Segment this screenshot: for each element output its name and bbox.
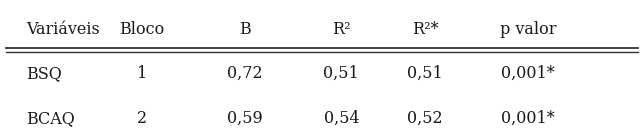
Text: Variáveis: Variáveis [26,21,100,38]
Text: 0,001*: 0,001* [501,110,555,127]
Text: 0,52: 0,52 [407,110,443,127]
Text: 0,51: 0,51 [323,65,359,82]
Text: BSQ: BSQ [26,65,62,82]
Text: 2: 2 [137,110,147,127]
Text: 0,59: 0,59 [227,110,263,127]
Text: p valor: p valor [500,21,556,38]
Text: 0,54: 0,54 [323,110,359,127]
Text: 0,72: 0,72 [227,65,263,82]
Text: R²: R² [332,21,350,38]
Text: B: B [239,21,251,38]
Text: Bloco: Bloco [119,21,164,38]
Text: 0,001*: 0,001* [501,65,555,82]
Text: BCAQ: BCAQ [26,110,75,127]
Text: R²*: R²* [412,21,439,38]
Text: 0,51: 0,51 [407,65,443,82]
Text: 1: 1 [137,65,147,82]
